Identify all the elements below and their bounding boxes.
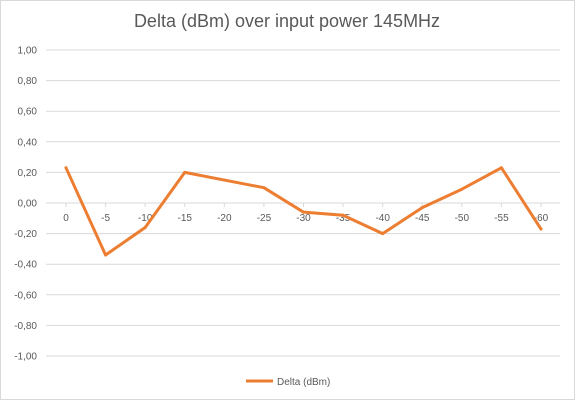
data-point	[262, 186, 266, 190]
x-axis-ticks: 0 -5 -10 -15 -20 -25 -30 -35 -40 -45 -50 -55 -60	[63, 203, 549, 224]
chart-title: Delta (dBm) over input power 145MHz	[134, 11, 440, 31]
y-tick-label: 0,20	[18, 168, 38, 179]
x-tick-label: -60	[534, 213, 549, 224]
data-point	[302, 210, 305, 214]
y-tick-label: 0,80	[18, 76, 38, 87]
y-tick-label: 0,60	[18, 107, 38, 118]
data-point	[183, 170, 187, 174]
x-tick-label: -35	[336, 213, 351, 224]
x-tick-label: -30	[296, 213, 311, 224]
data-point	[143, 225, 147, 229]
series-layer	[64, 166, 543, 257]
data-point	[499, 166, 503, 170]
x-tick-label: -15	[178, 213, 193, 224]
data-point	[460, 187, 464, 191]
y-tick-label: -1,00	[14, 352, 37, 363]
y-tick-label: -0,40	[14, 260, 37, 271]
y-tick-label: -0,20	[14, 229, 37, 240]
y-tick-label: -0,80	[14, 321, 37, 332]
y-tick-label: 0,00	[18, 199, 38, 210]
data-point	[222, 178, 226, 182]
legend-label-delta: Delta (dBm)	[277, 377, 330, 388]
data-point	[420, 206, 424, 210]
legend: Delta (dBm)	[246, 377, 330, 388]
x-tick-label: 0	[63, 213, 69, 224]
data-point	[64, 166, 68, 170]
data-point	[104, 253, 108, 257]
x-tick-label: -20	[217, 213, 232, 224]
y-tick-label: -0,60	[14, 290, 37, 301]
data-point	[381, 232, 385, 236]
x-tick-label: -5	[101, 213, 110, 224]
data-point	[539, 227, 543, 231]
x-tick-label: -10	[138, 213, 153, 224]
y-tick-label: 1,00	[18, 46, 38, 57]
x-tick-label: -50	[455, 213, 470, 224]
data-point	[341, 213, 345, 217]
y-tick-label: 0,40	[18, 137, 38, 148]
x-tick-label: -40	[375, 213, 390, 224]
x-tick-label: -25	[257, 213, 272, 224]
x-tick-label: -45	[415, 213, 430, 224]
y-axis-ticks: 1,00 0,80 0,60 0,40 0,20 0,00 -0,20 -0,40 -0,60 -…	[14, 46, 37, 363]
x-tick-label: -55	[494, 213, 509, 224]
